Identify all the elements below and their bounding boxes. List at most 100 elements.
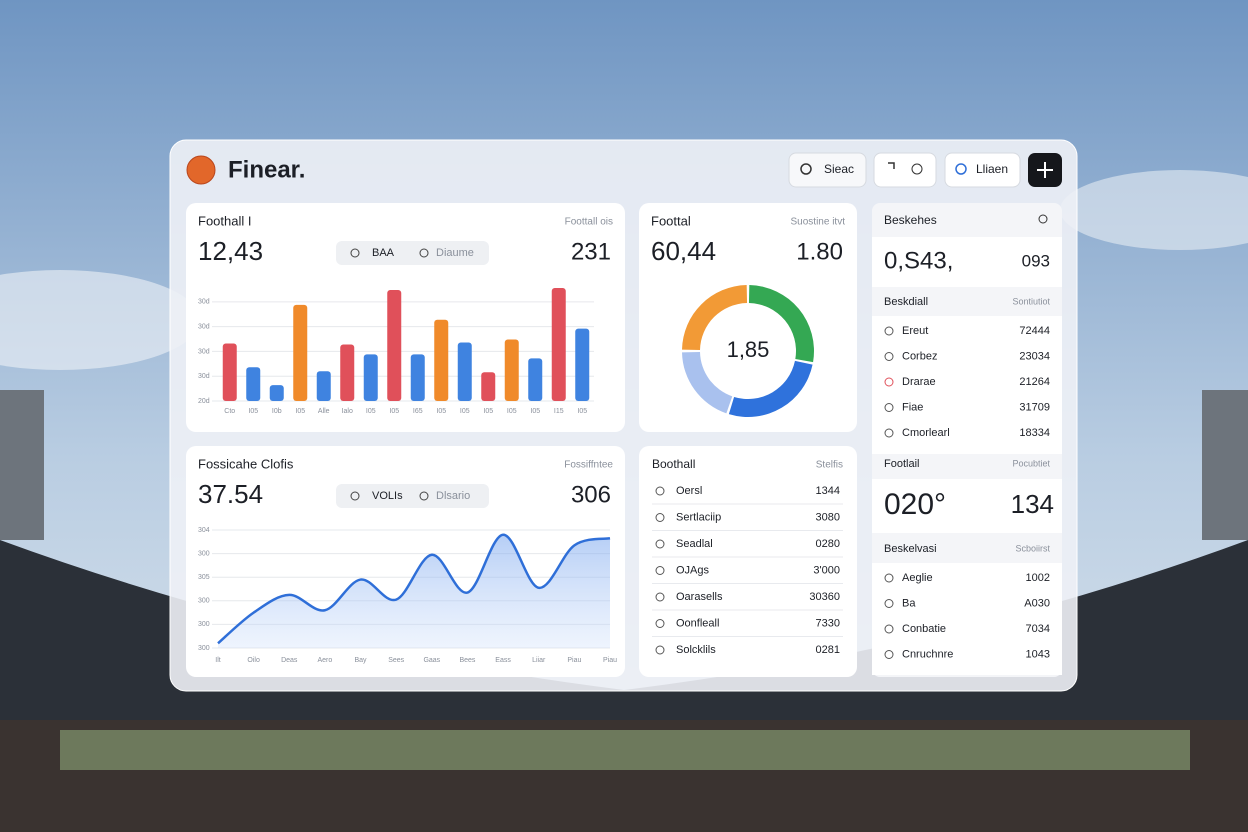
row-value: 72444 bbox=[1019, 325, 1050, 337]
x-tick-label: I05 bbox=[460, 408, 470, 415]
row-value: 31709 bbox=[1019, 401, 1050, 413]
row-name: Conbatie bbox=[902, 623, 946, 635]
pill-icon bbox=[419, 491, 429, 501]
bar bbox=[528, 358, 543, 401]
y-tick-label: 300 bbox=[198, 645, 210, 652]
card-value: 12,43 bbox=[198, 236, 263, 266]
x-tick-label: I05 bbox=[577, 408, 587, 415]
row-name: Oonfleall bbox=[676, 617, 719, 629]
x-tick-label: Gaas bbox=[423, 657, 440, 664]
user-icon bbox=[955, 163, 967, 175]
side-search bbox=[1038, 214, 1048, 224]
icon-buttons[interactable] bbox=[873, 152, 937, 188]
x-tick-label: I05 bbox=[530, 408, 540, 415]
pill-icon bbox=[419, 248, 429, 258]
row-name: Aeglie bbox=[902, 572, 933, 584]
action-button[interactable] bbox=[944, 152, 1021, 188]
row-value: 30360 bbox=[809, 591, 840, 603]
icon bbox=[911, 163, 923, 175]
card-subtitle: Foottall ois bbox=[565, 217, 613, 228]
row-icon bbox=[884, 650, 894, 659]
card-title: Foottal bbox=[651, 213, 691, 228]
card-title: Boothall bbox=[652, 457, 695, 471]
cloud bbox=[1060, 170, 1248, 250]
row-value: 1043 bbox=[1026, 648, 1050, 660]
row-icon bbox=[884, 573, 894, 583]
row-icon bbox=[655, 592, 665, 602]
row-value: 23034 bbox=[1019, 350, 1050, 362]
y-tick-label: 304 bbox=[198, 527, 210, 534]
bar bbox=[246, 367, 261, 401]
section-title: Footlail bbox=[884, 458, 919, 470]
x-tick-label: I05 bbox=[389, 408, 399, 415]
row-icon bbox=[884, 377, 894, 387]
plus-icon bbox=[1037, 162, 1053, 178]
pill-text: VOLIs bbox=[372, 490, 403, 502]
bar bbox=[504, 339, 519, 401]
row-value: 0280 bbox=[816, 538, 840, 550]
bar bbox=[222, 343, 237, 401]
section-body bbox=[872, 479, 1062, 533]
logo bbox=[186, 155, 216, 185]
x-tick-label: Alle bbox=[318, 408, 330, 415]
stat-box bbox=[872, 237, 1062, 287]
pill-icon bbox=[350, 248, 360, 258]
donut-segment bbox=[682, 351, 733, 414]
section-subtitle: Pocubtiet bbox=[1012, 458, 1050, 468]
pill-text: BAA bbox=[372, 247, 395, 259]
x-tick-label: Ialo bbox=[342, 408, 353, 415]
row-name: Ba bbox=[902, 597, 916, 609]
row-name: Ereut bbox=[902, 325, 928, 337]
row-name: Oersl bbox=[676, 485, 702, 497]
row-name: Cnruchnre bbox=[902, 648, 953, 660]
y-tick-label: 300 bbox=[198, 598, 210, 605]
section-body bbox=[872, 316, 1062, 454]
light-tower bbox=[0, 390, 44, 540]
pill-icon bbox=[350, 491, 360, 501]
card-value: 1.80 bbox=[796, 238, 843, 265]
y-tick-label: 20d bbox=[198, 398, 210, 405]
bar bbox=[457, 342, 472, 401]
line-area bbox=[218, 534, 610, 648]
x-tick-label: I05 bbox=[436, 408, 446, 415]
trees bbox=[60, 730, 1190, 770]
row-name: Sertlaciip bbox=[676, 511, 721, 523]
pill bbox=[336, 241, 489, 265]
big-stat: 134 bbox=[1011, 489, 1054, 519]
card-value: 306 bbox=[571, 481, 611, 508]
row-value: 3080 bbox=[816, 511, 840, 523]
row-value: 7330 bbox=[816, 617, 840, 629]
x-tick-label: I05 bbox=[507, 408, 517, 415]
search-text: Sieac bbox=[824, 162, 854, 176]
card-subtitle: Stelfis bbox=[816, 460, 843, 471]
row-value: 7034 bbox=[1026, 623, 1050, 635]
y-tick-label: 300 bbox=[198, 550, 210, 557]
bar bbox=[434, 319, 449, 401]
row-value: A030 bbox=[1024, 597, 1050, 609]
row-name: Seadlal bbox=[676, 538, 713, 550]
bar bbox=[316, 371, 331, 401]
card-subtitle: Fossiffntee bbox=[564, 460, 613, 471]
bar bbox=[363, 354, 378, 401]
bar bbox=[387, 289, 402, 401]
x-tick-label: Aero bbox=[318, 657, 333, 664]
x-tick-label: I05 bbox=[366, 408, 376, 415]
x-tick-label: I05 bbox=[248, 408, 258, 415]
row-name: Solcklils bbox=[676, 644, 716, 656]
card-title: Foothall I bbox=[198, 213, 251, 228]
row-icon bbox=[884, 428, 894, 438]
x-tick-label: I65 bbox=[413, 408, 423, 415]
card-value: 37.54 bbox=[198, 479, 263, 509]
search-box[interactable] bbox=[788, 152, 867, 188]
row-icon bbox=[884, 624, 894, 634]
y-tick-label: 30d bbox=[198, 348, 210, 355]
row-name: Corbez bbox=[902, 350, 937, 362]
row-value: 3'000 bbox=[813, 564, 840, 576]
x-tick-label: I15 bbox=[554, 408, 564, 415]
cloud bbox=[0, 270, 200, 370]
row-name: Cmorlearl bbox=[902, 427, 950, 439]
action-text: Lliaen bbox=[976, 162, 1008, 176]
row-icon bbox=[884, 403, 894, 412]
